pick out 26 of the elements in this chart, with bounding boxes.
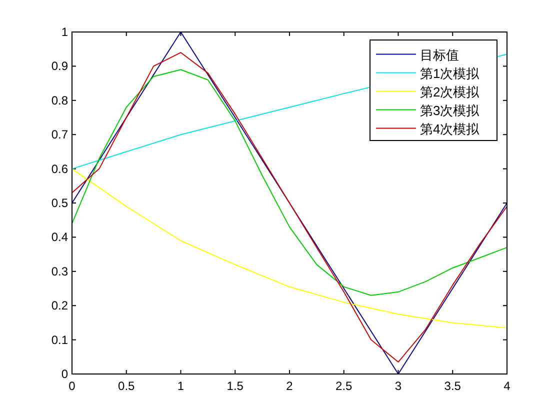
legend-label: 第4次模拟 <box>420 121 480 136</box>
y-tick-label: 0.5 <box>51 196 68 210</box>
y-tick-label: 0 <box>61 367 68 381</box>
y-tick-label: 0.2 <box>51 298 68 313</box>
x-tick-label: 1 <box>177 379 184 393</box>
x-tick-label: 0.5 <box>118 379 136 393</box>
y-tick-label: 0.6 <box>51 162 68 176</box>
y-tick-label: 0.9 <box>51 59 68 74</box>
y-tick-label: 1 <box>61 25 68 39</box>
line-series <box>72 69 508 296</box>
legend-label: 第1次模拟 <box>420 66 480 81</box>
y-tick-label: 0.8 <box>51 93 68 108</box>
line-series <box>72 168 508 328</box>
legend-label: 目标值 <box>420 47 459 62</box>
x-tick-label: 3.5 <box>444 379 462 393</box>
legend-label: 第3次模拟 <box>420 102 480 118</box>
legend-label: 第2次模拟 <box>420 84 480 100</box>
x-tick-label: 3 <box>394 379 402 393</box>
x-tick-label: 2.5 <box>336 379 353 393</box>
x-tick-label: 2 <box>286 379 294 393</box>
y-tick-label: 0.4 <box>51 230 68 244</box>
x-tick-label: 4 <box>504 379 511 393</box>
x-tick-label: 1.5 <box>226 379 244 393</box>
y-tick-label: 0.7 <box>51 128 68 142</box>
y-tick-label: 0.3 <box>51 264 68 278</box>
y-tick-label: 0.1 <box>51 332 68 347</box>
